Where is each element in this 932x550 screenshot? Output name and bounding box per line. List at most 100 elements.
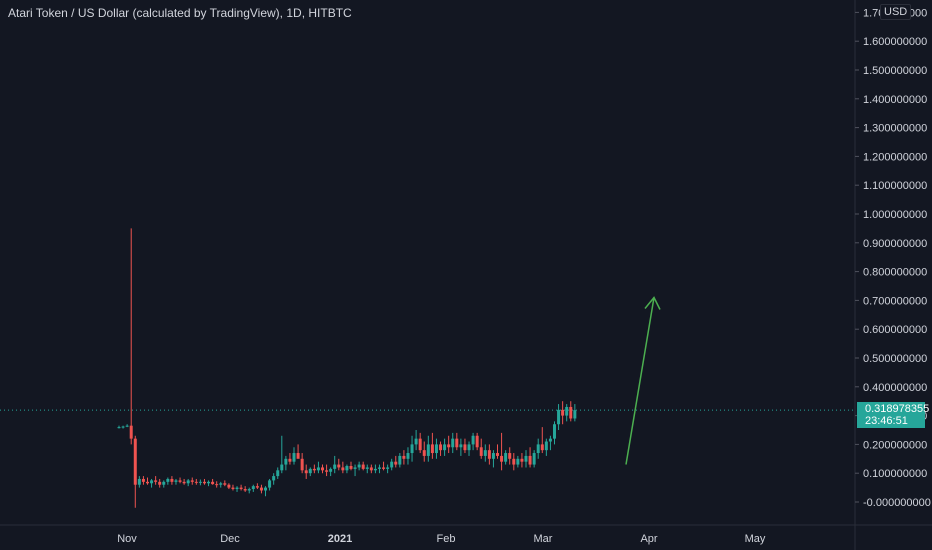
candle — [500, 432, 504, 471]
candle-body — [479, 447, 483, 456]
candle-body — [264, 487, 268, 491]
candle — [406, 447, 410, 465]
candles — [117, 228, 577, 508]
candle-body — [475, 435, 479, 448]
candle — [561, 401, 565, 425]
candle — [349, 461, 353, 471]
candle — [170, 476, 174, 485]
candle — [422, 441, 426, 462]
candle — [573, 404, 577, 422]
candle — [272, 473, 276, 485]
candle-body — [166, 478, 170, 482]
chart-title: Atari Token / US Dollar (calculated by T… — [8, 6, 352, 20]
candle-body — [247, 489, 251, 491]
candle-body — [207, 481, 211, 484]
candle — [219, 481, 223, 488]
candle-body — [292, 453, 296, 462]
candle-body — [455, 438, 459, 448]
candle — [426, 435, 430, 462]
candle-body — [194, 481, 198, 483]
y-tick-label: 0.600000000 — [863, 324, 927, 336]
candle — [455, 432, 459, 451]
candle — [259, 484, 263, 494]
candle-body — [349, 466, 353, 469]
candle-body — [516, 458, 520, 465]
y-tick-label: 1.500000000 — [863, 65, 927, 77]
candle — [377, 464, 381, 474]
candle — [321, 464, 324, 474]
candle — [174, 478, 178, 485]
y-tick-label: 1.300000000 — [863, 123, 927, 135]
candle-body — [333, 464, 337, 469]
candle-body — [300, 458, 304, 471]
candle — [133, 435, 137, 508]
candle — [137, 476, 141, 488]
candle-body — [373, 468, 377, 471]
candle-body — [259, 487, 263, 491]
candle — [255, 483, 259, 490]
candle — [451, 432, 455, 454]
candle-body — [272, 476, 276, 481]
currency-badge[interactable]: USD — [880, 4, 912, 20]
candle — [524, 450, 528, 468]
candle-body — [512, 458, 516, 465]
candle — [520, 453, 524, 468]
candle — [402, 450, 406, 465]
candle — [410, 435, 414, 462]
candle — [141, 476, 145, 485]
candle-body — [312, 468, 316, 471]
candle-body — [402, 455, 406, 459]
candle — [292, 447, 296, 465]
candle — [341, 461, 345, 474]
candle-body — [141, 478, 145, 482]
candle-body — [365, 467, 369, 469]
candle-body — [504, 453, 508, 462]
candle — [198, 479, 202, 486]
candle-body — [467, 444, 471, 451]
candle — [479, 438, 483, 459]
candle-body — [276, 470, 280, 477]
candle-body — [430, 444, 434, 454]
y-tick-label: 1.000000000 — [863, 209, 927, 221]
candle — [443, 438, 447, 456]
x-tick-label: Nov — [117, 533, 137, 545]
candle-body — [520, 458, 524, 462]
candle-body — [418, 438, 422, 451]
x-axis[interactable]: Nov Dec 2021 Feb Mar Apr May — [0, 524, 932, 545]
arrow-head — [644, 296, 661, 310]
candle-body — [211, 481, 215, 485]
candle-body — [414, 438, 418, 445]
candle-body — [544, 441, 548, 451]
candle — [487, 444, 491, 465]
current-price-value: 0.318978355 — [865, 403, 930, 415]
candle — [125, 424, 129, 428]
candle-body — [557, 409, 561, 425]
candle — [398, 453, 402, 468]
candle — [394, 455, 398, 468]
candle-body — [158, 481, 162, 485]
candle — [243, 486, 247, 492]
candle-body — [329, 468, 333, 472]
candle-body — [223, 483, 227, 485]
candle — [194, 478, 198, 485]
candle — [439, 441, 443, 456]
candle-body — [443, 444, 447, 451]
candle-body — [341, 467, 345, 471]
candle — [304, 464, 308, 479]
candle — [540, 427, 544, 454]
candle-body — [117, 427, 121, 429]
candle-body — [491, 453, 495, 459]
y-axis[interactable]: 1.7000000001.6000000001.5000000001.40000… — [854, 0, 931, 550]
candle-body — [487, 450, 491, 459]
candle — [186, 478, 190, 487]
candle-body — [532, 453, 536, 465]
candle-body — [565, 406, 569, 416]
candle — [548, 435, 552, 451]
candle-body — [304, 470, 308, 474]
candle — [166, 477, 170, 485]
x-tick-label: Dec — [220, 533, 240, 545]
candle-body — [162, 481, 166, 485]
candle-body — [569, 406, 573, 419]
candle — [504, 450, 508, 465]
